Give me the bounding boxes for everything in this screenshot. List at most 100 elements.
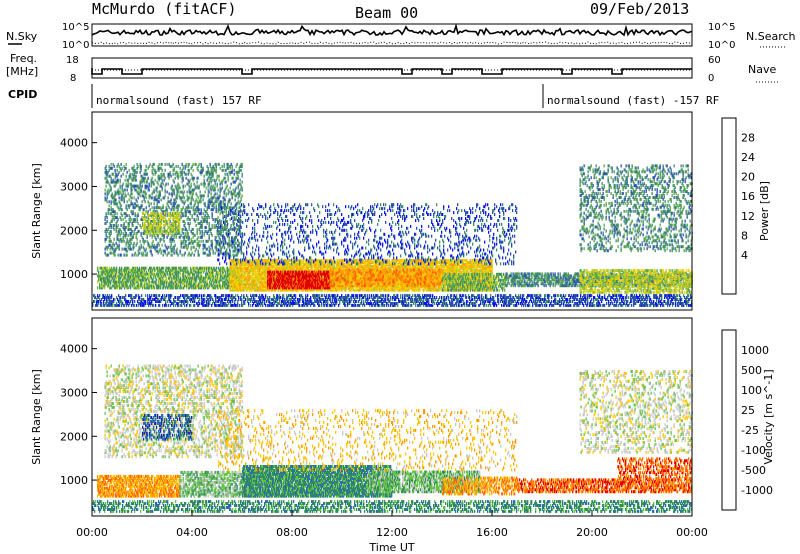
data-cell (177, 284, 179, 288)
data-cell (621, 300, 623, 303)
data-cell (315, 294, 317, 298)
data-cell (505, 294, 507, 298)
data-cell (285, 266, 287, 270)
data-cell (407, 303, 409, 307)
data-cell (210, 270, 212, 274)
data-cell (219, 268, 221, 272)
data-cell (198, 268, 200, 272)
data-cell (220, 272, 222, 276)
data-cell (118, 276, 120, 280)
data-cell (168, 266, 170, 270)
data-cell (171, 266, 173, 270)
data-cell (265, 276, 267, 280)
data-cell (602, 303, 604, 307)
data-cell (208, 284, 210, 288)
data-cell (145, 302, 147, 305)
data-cell (492, 296, 494, 299)
data-cell (105, 280, 107, 284)
data-cell (130, 296, 132, 299)
data-cell (128, 300, 130, 303)
data-cell (618, 294, 620, 298)
data-cell (366, 298, 368, 301)
data-cell (237, 272, 239, 276)
data-cell (108, 274, 110, 278)
data-cell (255, 259, 257, 262)
data-cell (280, 288, 282, 292)
data-cell (437, 300, 439, 303)
data-cell (149, 272, 151, 276)
data-cell (630, 294, 632, 298)
data-cell (253, 264, 255, 268)
data-cell (284, 300, 286, 303)
data-cell (119, 296, 121, 299)
data-cell (408, 298, 410, 301)
data-cell (297, 266, 299, 270)
data-cell (263, 270, 265, 274)
data-cell (590, 294, 592, 298)
data-cell (130, 294, 132, 298)
data-cell (274, 268, 276, 272)
data-cell (127, 302, 129, 305)
data-cell (442, 302, 444, 305)
data-cell (204, 294, 206, 298)
data-cell (509, 298, 511, 301)
data-cell (134, 284, 136, 288)
data-cell (93, 300, 95, 303)
data-cell (105, 266, 107, 270)
data-cell (263, 266, 265, 270)
data-cell (237, 274, 239, 278)
data-cell (142, 274, 144, 278)
data-cell (480, 300, 482, 303)
data-cell (223, 286, 225, 290)
data-cell (379, 296, 381, 299)
data-cell (225, 274, 227, 278)
data-cell (335, 294, 337, 298)
data-cell (129, 270, 131, 274)
data-cell (226, 278, 228, 282)
data-cell (178, 274, 180, 278)
data-cell (328, 296, 330, 299)
data-cell (631, 300, 633, 303)
data-cell (275, 272, 277, 276)
data-cell (622, 298, 624, 301)
data-cell (263, 284, 265, 288)
data-cell (450, 294, 452, 298)
data-cell (245, 261, 247, 264)
data-cell (229, 259, 231, 262)
data-cell (264, 268, 266, 272)
data-cell (438, 302, 440, 305)
data-cell (109, 294, 111, 298)
data-cell (115, 282, 117, 286)
data-cell (150, 274, 152, 278)
data-cell (264, 282, 266, 286)
data-cell (238, 274, 240, 278)
data-cell (260, 300, 262, 303)
data-cell (149, 284, 151, 288)
data-cell (258, 274, 260, 278)
data-cell (98, 302, 100, 305)
data-cell (441, 303, 443, 307)
data-cell (160, 286, 162, 290)
data-cell (451, 294, 453, 298)
data-cell (111, 294, 113, 298)
data-cell (322, 294, 324, 298)
data-cell (235, 294, 237, 298)
data-cell (248, 298, 250, 301)
data-cell (385, 298, 387, 301)
data-cell (400, 300, 402, 303)
data-cell (109, 296, 111, 299)
data-cell (376, 300, 378, 303)
data-cell (412, 300, 414, 303)
data-cell (314, 296, 316, 299)
data-cell (218, 286, 220, 290)
data-cell (524, 302, 526, 305)
data-cell (294, 264, 296, 268)
data-cell (110, 303, 112, 307)
data-cell (615, 298, 617, 301)
data-cell (312, 294, 314, 298)
data-cell (679, 302, 681, 305)
data-cell (211, 268, 213, 272)
data-cell (140, 268, 142, 272)
data-cell (591, 298, 593, 301)
data-cell (104, 278, 106, 282)
